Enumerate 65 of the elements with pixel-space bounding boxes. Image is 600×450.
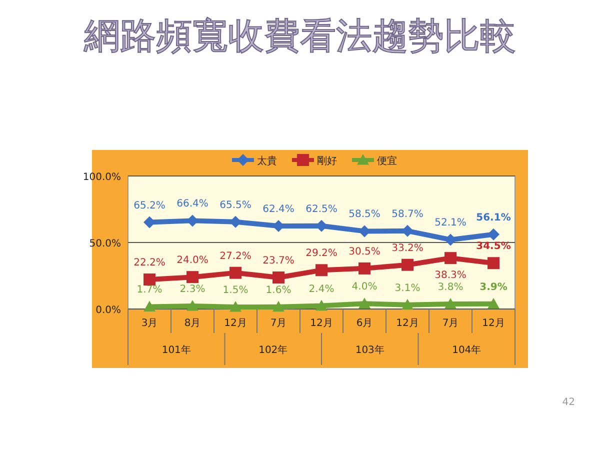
x-tick-label: 3月 bbox=[141, 318, 158, 329]
data-label: 4.0% bbox=[352, 282, 378, 293]
point bbox=[444, 234, 456, 246]
x-tick-label: 6月 bbox=[356, 318, 373, 329]
point bbox=[144, 300, 156, 312]
point bbox=[402, 258, 414, 271]
point bbox=[444, 298, 456, 309]
data-label: 22.2% bbox=[134, 257, 166, 268]
point bbox=[358, 298, 370, 308]
x-tick-label: 7月 bbox=[442, 318, 459, 329]
text: 101年 bbox=[162, 344, 191, 356]
data-label: 27.2% bbox=[220, 250, 252, 262]
legend-label: 便宜 bbox=[377, 155, 397, 167]
x-tick-label: 8月 bbox=[184, 318, 201, 329]
data-label: 62.5% bbox=[306, 204, 338, 215]
data-label: 33.2% bbox=[392, 242, 424, 254]
point bbox=[488, 298, 500, 309]
data-label: 66.4% bbox=[176, 198, 208, 210]
x-tick-label: 12月 bbox=[310, 318, 333, 329]
data-label: 38.3% bbox=[434, 270, 466, 282]
text: 104年 bbox=[452, 344, 482, 356]
data-label: 58.7% bbox=[392, 208, 424, 220]
point bbox=[186, 300, 198, 311]
data-label: 56.1% bbox=[476, 212, 511, 224]
point bbox=[316, 300, 328, 311]
x-tick-label: 12月 bbox=[482, 318, 505, 329]
point bbox=[358, 262, 370, 274]
point bbox=[488, 257, 500, 270]
data-label: 52.1% bbox=[434, 218, 466, 229]
data-label: 1.5% bbox=[222, 285, 248, 296]
text: 103年 bbox=[355, 344, 384, 356]
data-label: 1.7% bbox=[136, 284, 162, 296]
point bbox=[144, 273, 156, 286]
legend-label: 剛好 bbox=[317, 156, 337, 167]
data-label: 34.5% bbox=[476, 241, 511, 252]
data-label: 3.8% bbox=[438, 282, 464, 293]
data-label: 58.5% bbox=[348, 209, 380, 220]
data-label: 2.3% bbox=[180, 284, 206, 295]
point bbox=[402, 298, 414, 310]
data-label: 29.2% bbox=[306, 248, 338, 260]
point bbox=[316, 264, 328, 276]
point bbox=[444, 252, 456, 264]
x-tick-label: 7月 bbox=[270, 318, 287, 329]
text: 42 bbox=[562, 397, 575, 408]
y-tick-label: 0.0% bbox=[96, 305, 121, 316]
point bbox=[272, 271, 284, 284]
data-label: 23.7% bbox=[262, 255, 294, 266]
x-tick-label: 12月 bbox=[224, 318, 247, 329]
legend-label: 太貴 bbox=[257, 155, 277, 167]
point bbox=[230, 266, 242, 279]
point bbox=[272, 300, 284, 312]
data-label: 30.5% bbox=[348, 246, 380, 258]
data-label: 65.5% bbox=[220, 200, 252, 211]
data-label: 62.4% bbox=[262, 204, 294, 216]
point bbox=[186, 271, 198, 284]
data-label: 2.4% bbox=[308, 284, 334, 295]
data-label: 24.0% bbox=[176, 255, 208, 266]
chart-title: 網路頻寬收費看法趨勢比較 bbox=[83, 16, 516, 57]
data-label: 1.6% bbox=[266, 284, 292, 296]
data-label: 65.2% bbox=[134, 200, 166, 212]
data-label: 3.1% bbox=[394, 282, 420, 294]
data-label: 3.9% bbox=[480, 282, 508, 293]
text: 102年 bbox=[258, 344, 288, 356]
x-tick-label: 12月 bbox=[396, 318, 419, 329]
point bbox=[230, 301, 242, 312]
